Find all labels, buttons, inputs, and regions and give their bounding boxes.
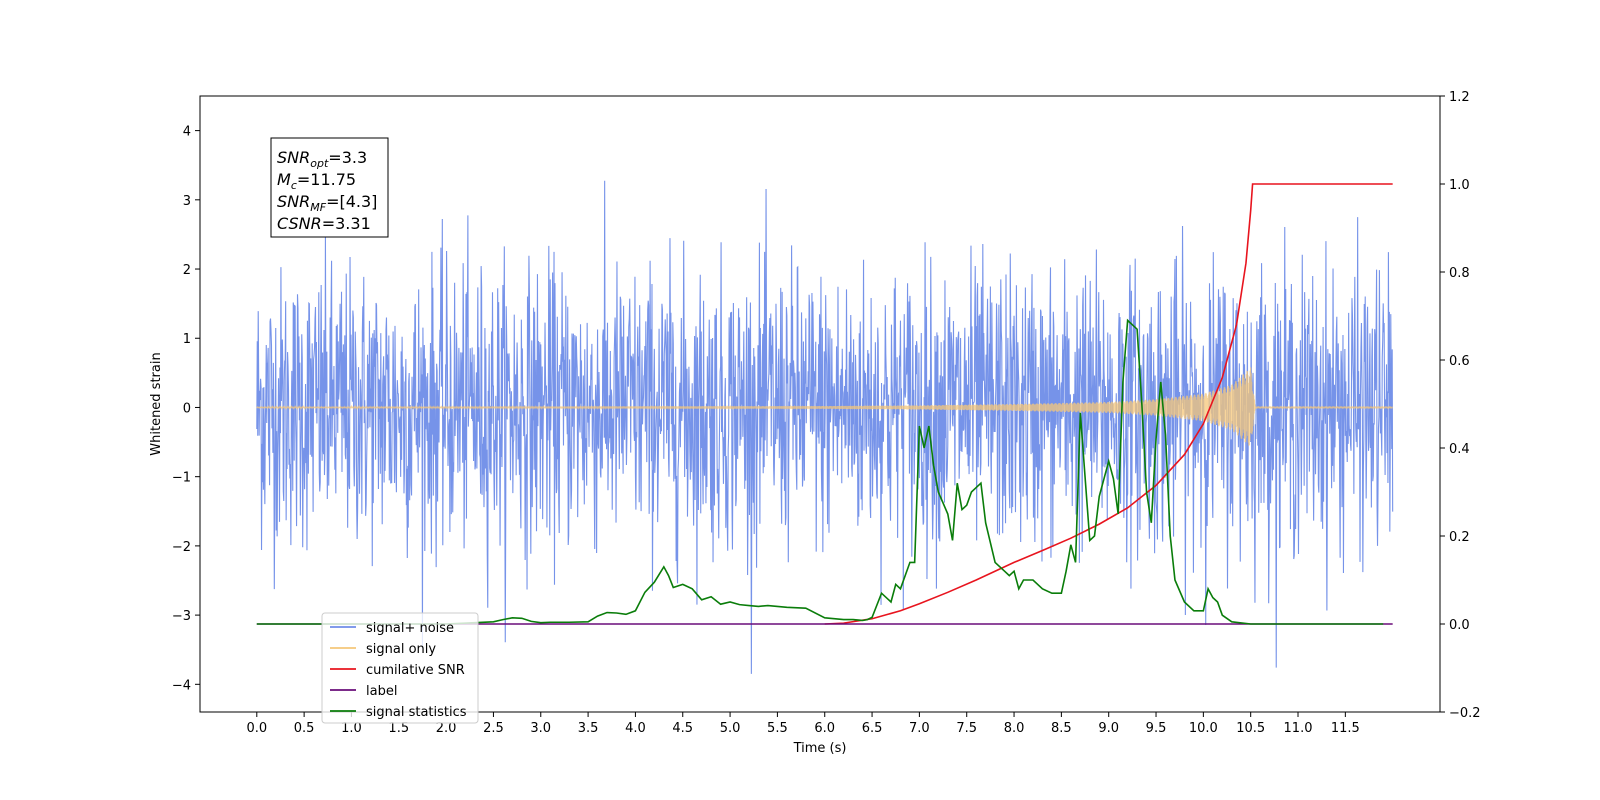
x-tick-label: 8.0	[1004, 721, 1025, 736]
y-tick-label: −3	[172, 609, 191, 624]
series-layer	[256, 180, 1394, 674]
x-tick-label: 2.0	[436, 721, 457, 736]
x-tick-label: 0.0	[246, 721, 267, 736]
annotation-frame	[270, 137, 389, 238]
x-tick-label: 10.0	[1189, 721, 1218, 736]
annotation-line: CSNR=3.31	[277, 214, 371, 233]
x-tick-label: 0.5	[294, 721, 315, 736]
annotation-line: SNRMF=[4.3]	[277, 192, 377, 214]
x-axis-ticks: 0.0 0.5 1.0 1.5 2.0 2.5 3.0 3.5 4.0 4.5 5.0 5.5 6.0 6…	[246, 712, 1360, 736]
y2-tick-label: 0.4	[1449, 442, 1470, 457]
legend-label: cumilative SNR	[366, 663, 465, 678]
y-tick-label: 2	[183, 263, 191, 278]
y2-tick-label: 1.2	[1449, 90, 1470, 105]
y2-axis-ticks: −0.2 0.0 0.2 0.4 0.6 0.8 1.0 1.2	[1440, 90, 1481, 721]
y-tick-label: −4	[172, 678, 191, 693]
legend-frame	[321, 612, 479, 724]
x-tick-label: 11.0	[1284, 721, 1313, 736]
x-tick-label: 11.5	[1331, 721, 1360, 736]
x-tick-label: 6.5	[862, 721, 883, 736]
y-tick-label: −2	[172, 540, 191, 555]
x-tick-label: 7.0	[909, 721, 930, 736]
x-tick-label: 2.5	[483, 721, 504, 736]
y2-tick-label: 0.0	[1449, 618, 1470, 633]
legend-label: label	[366, 684, 397, 699]
annotation-line: SNRopt=3.3	[277, 148, 367, 170]
y-axis-label: Whitened strain	[149, 352, 164, 455]
x-axis-label: Time (s)	[793, 741, 847, 756]
y-tick-label: 3	[183, 194, 191, 209]
series-line-signal-only	[256, 367, 1394, 446]
y2-tick-label: 0.6	[1449, 354, 1470, 369]
y2-tick-label: 0.8	[1449, 266, 1470, 281]
y-tick-label: 4	[183, 125, 191, 140]
x-tick-label: 9.0	[1098, 721, 1119, 736]
y-tick-label: 0	[183, 401, 191, 416]
series-line-signal-noise	[256, 180, 1394, 674]
x-tick-label: 4.0	[625, 721, 646, 736]
y-tick-label: −1	[172, 471, 191, 486]
series-line-signal-statistics	[256, 318, 1384, 625]
legend-label: signal statistics	[366, 705, 467, 720]
y2-tick-label: 0.2	[1449, 530, 1470, 545]
legend-label: signal+ noise	[366, 621, 454, 636]
y2-tick-label: 1.0	[1449, 178, 1470, 193]
legend-label: signal only	[366, 642, 436, 657]
y-axis-ticks: −4 −3 −2 −1 0 1 2 3 4	[172, 125, 200, 693]
x-tick-label: 5.0	[720, 721, 741, 736]
x-tick-label: 1.0	[341, 721, 362, 736]
x-tick-label: 1.5	[388, 721, 409, 736]
x-tick-label: 8.5	[1051, 721, 1072, 736]
series-line-cumilative-snr	[824, 183, 1393, 625]
axes-frame	[199, 95, 1441, 713]
x-tick-label: 10.5	[1236, 721, 1265, 736]
legend-entries: signal+ noise signal only cumilative SNR la…	[330, 621, 467, 720]
y2-tick-label: −0.2	[1449, 706, 1481, 721]
y-tick-label: 1	[183, 332, 191, 347]
annotation-line: Mc=11.75	[277, 170, 356, 192]
x-tick-label: 7.5	[956, 721, 977, 736]
legend: signal+ noise signal only cumilative SNR la…	[321, 612, 479, 724]
x-tick-label: 5.5	[767, 721, 788, 736]
x-tick-label: 4.5	[672, 721, 693, 736]
x-tick-label: 9.5	[1146, 721, 1167, 736]
x-tick-label: 3.0	[530, 721, 551, 736]
x-tick-label: 6.0	[814, 721, 835, 736]
x-tick-label: 3.5	[578, 721, 599, 736]
